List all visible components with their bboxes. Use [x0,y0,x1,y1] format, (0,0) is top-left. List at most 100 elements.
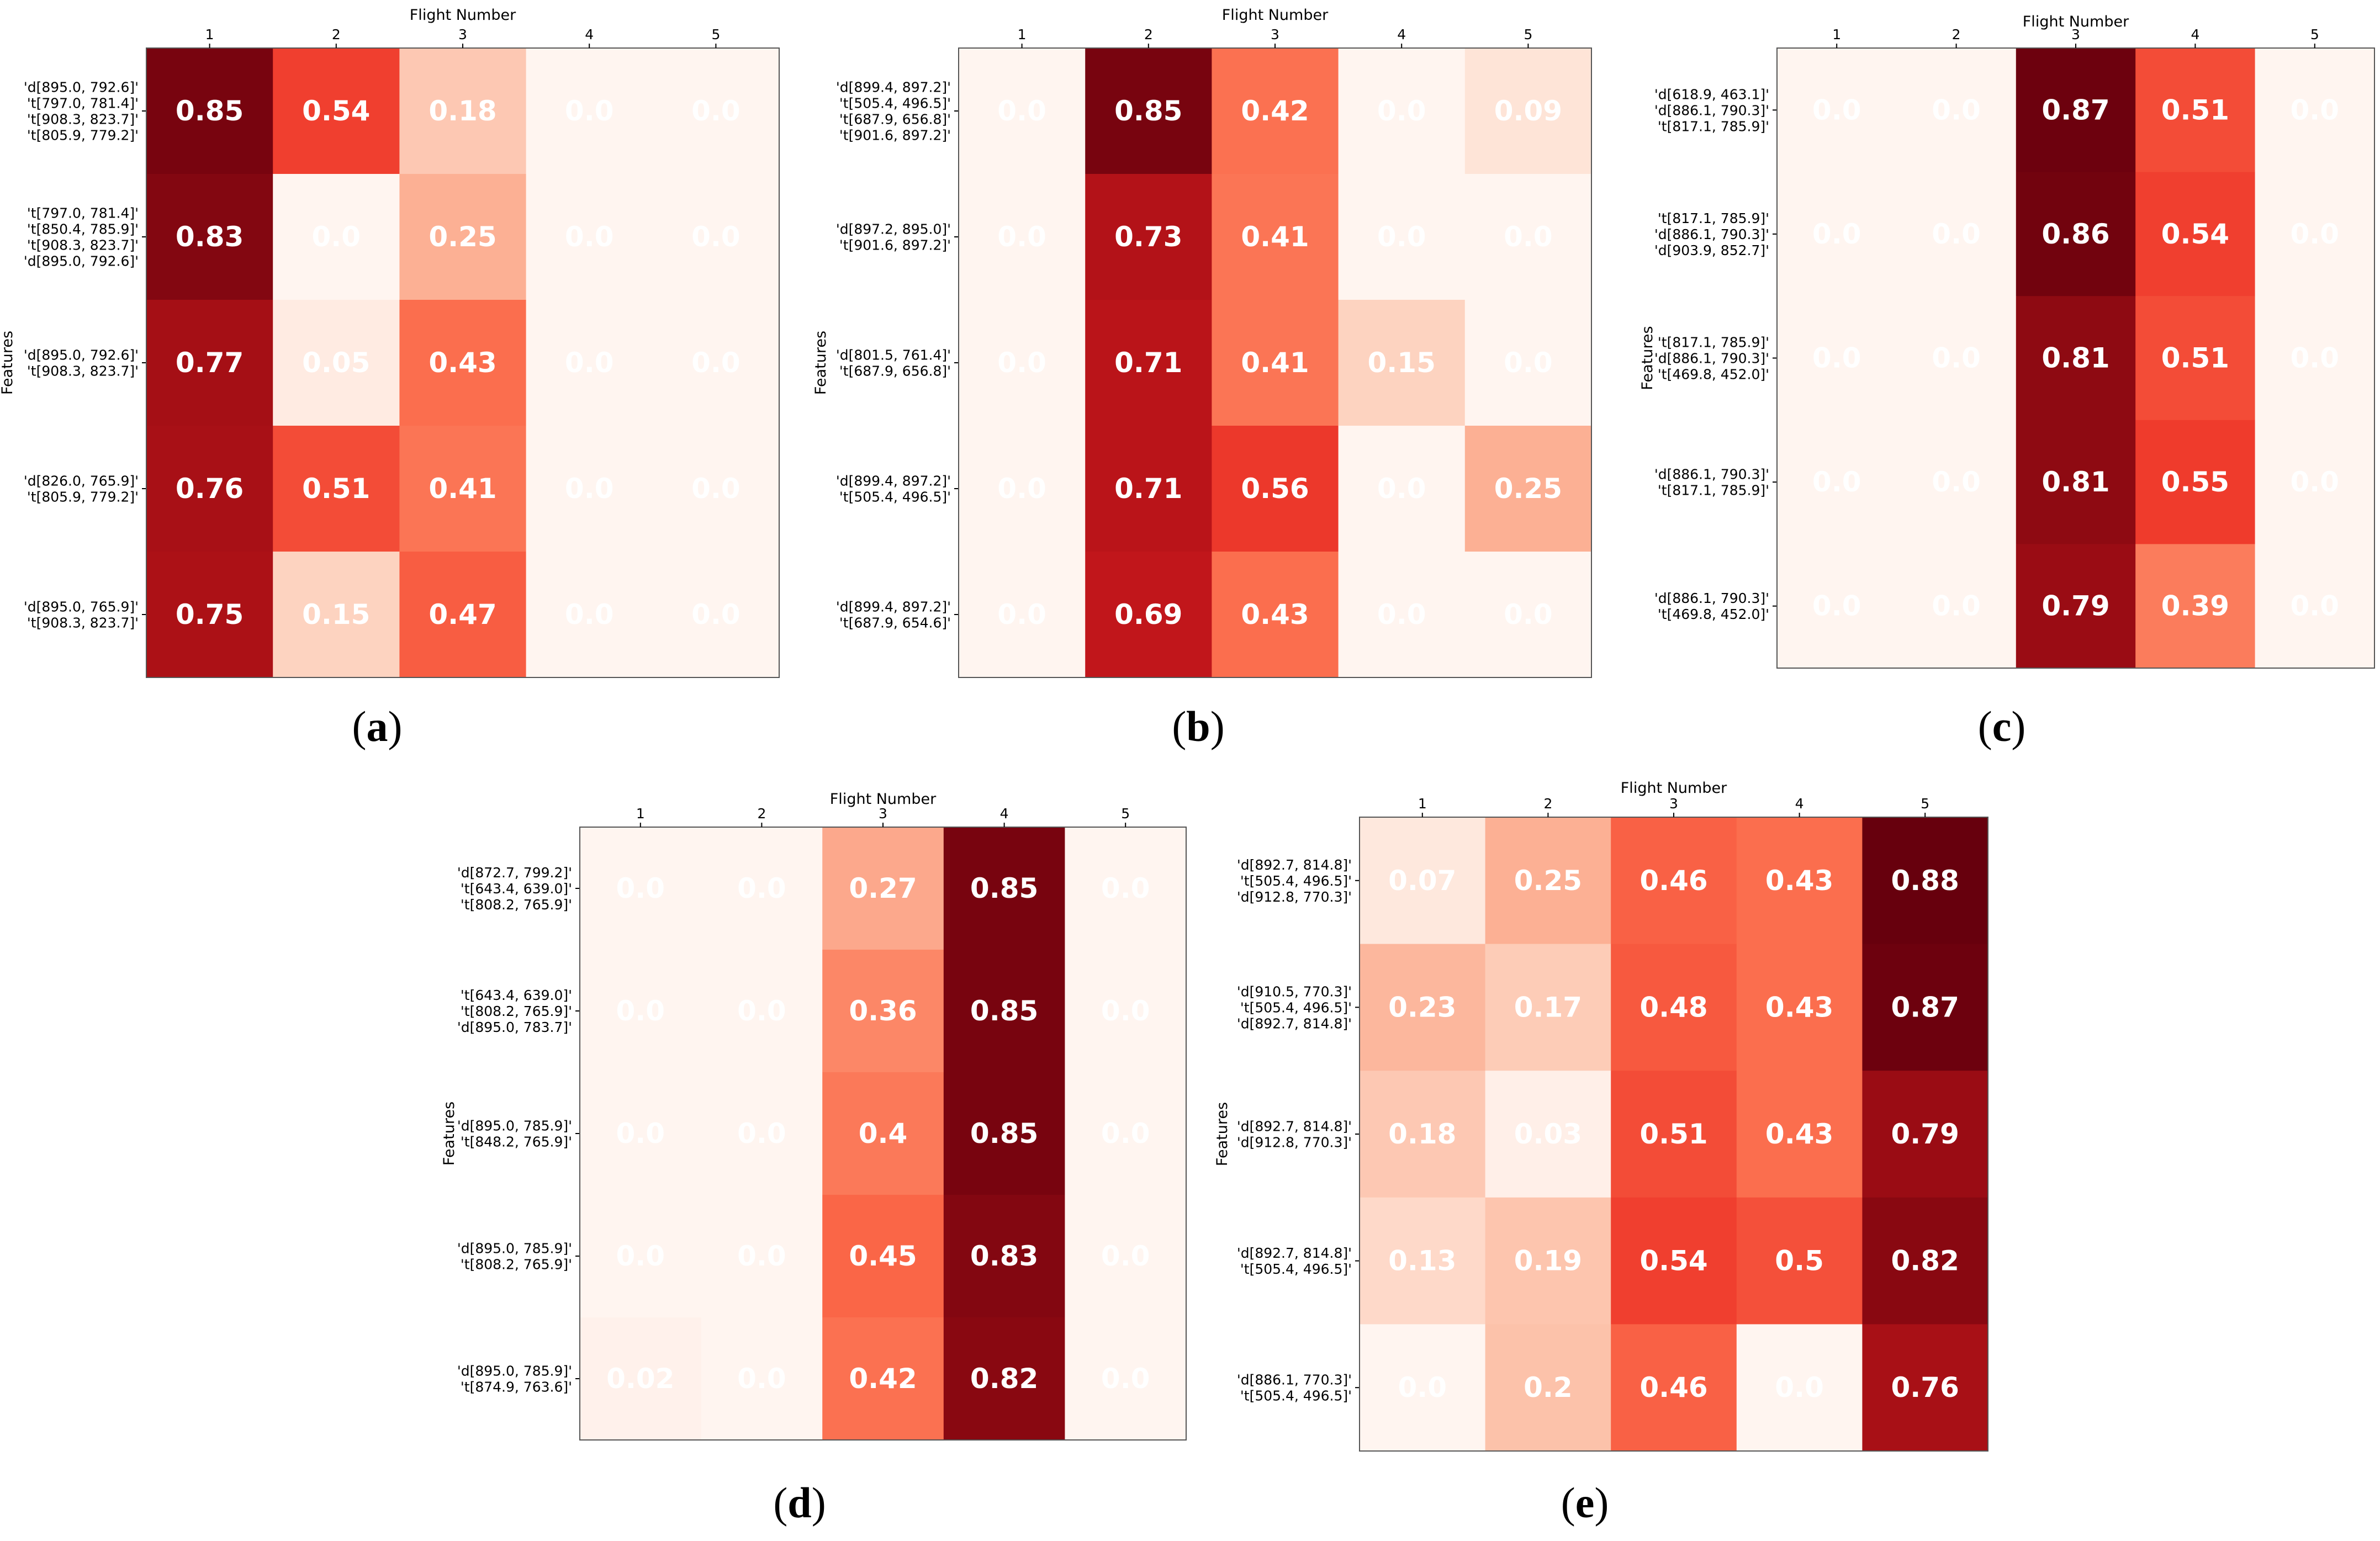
heatmap-cell [1485,1324,1611,1452]
heatmap-cell [959,300,1086,426]
cell-value-label: 0.0 [737,872,786,904]
cell-value-label: 0.15 [1368,347,1436,379]
heatmap-cell [399,552,527,678]
heatmap-cell [959,174,1086,300]
heatmap-cell [1212,174,1339,300]
cell-value-label: 0.41 [1241,347,1309,379]
heatmap-cell [1736,1324,1863,1452]
heatmap-cell [146,552,273,678]
heatmap-cell [959,48,1086,174]
cell-value-label: 0.43 [429,347,496,379]
x-tick-label: 4 [1795,796,1804,812]
heatmap-cell [580,950,702,1073]
heatmap-cell [2135,48,2256,173]
y-axis-title: Features [0,331,16,395]
cell-value-label: 0.45 [849,1240,917,1272]
cell-value-label: 0.43 [1765,865,1833,897]
feature-tick-line: 't[808.2, 765.9]' [461,1003,572,1019]
heatmap-cell [2255,172,2375,296]
caption-paren-close: ) [2011,702,2025,750]
heatmap-cell [1896,172,2017,296]
heatmap-cell [822,950,944,1073]
x-tick-label: 3 [1669,796,1678,812]
feature-tick-line: 't[797.0, 781.4]' [27,96,139,112]
cell-value-label: 0.0 [1504,599,1553,631]
cell-value-label: 0.85 [1114,95,1182,127]
x-tick-label: 3 [458,27,467,43]
panel-caption: (a) [352,702,403,750]
cell-value-label: 0.0 [1504,347,1553,379]
cell-value-label: 0.19 [1514,1245,1582,1277]
heatmap-cell [1360,1324,1486,1452]
feature-tick-line: 't[505.4, 496.5]' [1240,1261,1352,1277]
cell-value-label: 0.41 [1241,221,1309,253]
feature-tick-label: 'd[895.0, 765.9]''t[908.3, 823.7]' [24,599,139,631]
cell-value-label: 0.54 [302,95,370,127]
heatmap-cell [2255,48,2375,173]
heatmap-cell [2255,544,2375,669]
feature-tick-label: 'd[899.4, 897.2]''t[687.9, 654.6]' [836,599,951,631]
x-tick-label: 5 [1121,806,1130,822]
feature-tick-label: 't[643.4, 639.0]''t[808.2, 765.9]''d[895… [457,987,572,1035]
heatmap-cell [1360,944,1486,1071]
cell-value-label: 0.0 [1101,995,1150,1027]
cell-value-label: 0.0 [312,221,361,253]
cell-value-label: 0.23 [1388,991,1456,1023]
cell-value-label: 0.0 [2291,218,2340,250]
cell-value-label: 0.51 [1639,1118,1707,1150]
cell-value-label: 0.0 [1812,466,1861,498]
cell-value-label: 0.0 [1377,221,1426,253]
x-axis-title: Flight Number [1621,780,1727,797]
caption-paren-close: ) [1210,702,1225,750]
cell-value-label: 0.0 [1812,342,1861,374]
heatmap-cell [399,48,527,174]
heatmap-cell [822,1072,944,1195]
heatmap-cell [1896,420,2017,544]
x-tick-label: 4 [1000,806,1009,822]
caption-paren-open: ( [1172,702,1186,750]
heatmap-cell [1338,426,1466,552]
heatmap-cell [701,1317,823,1441]
x-tick-label: 5 [711,27,720,43]
cell-value-label: 0.0 [737,1363,786,1395]
feature-tick-label: 'd[618.9, 463.1]''d[886.1, 790.3]''t[817… [1654,86,1769,134]
x-tick-label: 1 [1832,27,1841,43]
cell-value-label: 0.13 [1388,1245,1456,1277]
feature-tick-line: 'd[899.4, 897.2]' [836,80,951,96]
cell-value-label: 0.0 [997,221,1046,253]
heatmap-cell [580,1072,702,1195]
cell-value-label: 0.55 [2161,466,2229,498]
heatmap-cell [822,1317,944,1441]
feature-tick-line: 't[805.9, 779.2]' [27,489,139,505]
feature-tick-line: 't[687.9, 656.8]' [839,363,951,379]
cell-value-label: 0.79 [2041,590,2109,622]
cell-value-label: 0.0 [565,473,614,505]
heatmap-cell [1862,944,1988,1071]
heatmap-cell [399,174,527,300]
heatmap-cell [701,950,823,1073]
cell-value-label: 0.25 [1494,473,1562,505]
heatmap-cell [580,827,702,950]
y-axis-title: Features [1639,326,1656,390]
heatmap-cell [580,1195,702,1318]
feature-tick-line: 'd[895.0, 792.6]' [24,347,139,363]
cell-value-label: 0.75 [176,599,244,631]
heatmap-cell [1736,1071,1863,1198]
feature-tick-line: 't[469.8, 452.0]' [1658,606,1769,622]
heatmap-cell [1338,48,1466,174]
feature-tick-line: 't[643.4, 639.0]' [461,881,572,897]
cell-value-label: 0.81 [2041,342,2109,374]
heatmap-panel-e: 0.07 0.25 0.46 0.43 0.88'd[892.7, 814.8]''t[… [1214,780,1988,1527]
cell-value-label: 0.0 [1504,221,1553,253]
feature-tick-label: 'd[899.4, 897.2]''t[505.4, 496.5]' [836,473,951,505]
cell-value-label: 0.0 [2291,342,2340,374]
feature-tick-line: 't[817.1, 785.9]' [1658,118,1769,134]
feature-tick-line: 'd[895.0, 785.9]' [457,1363,572,1379]
cell-value-label: 0.05 [302,347,370,379]
cell-value-label: 0.0 [1101,1240,1150,1272]
x-tick-label: 2 [332,27,341,43]
feature-tick-label: 'd[892.7, 814.8]''t[505.4, 496.5]' [1237,1245,1352,1277]
cell-value-label: 0.43 [1765,1118,1833,1150]
heatmap-cell [1611,817,1737,945]
